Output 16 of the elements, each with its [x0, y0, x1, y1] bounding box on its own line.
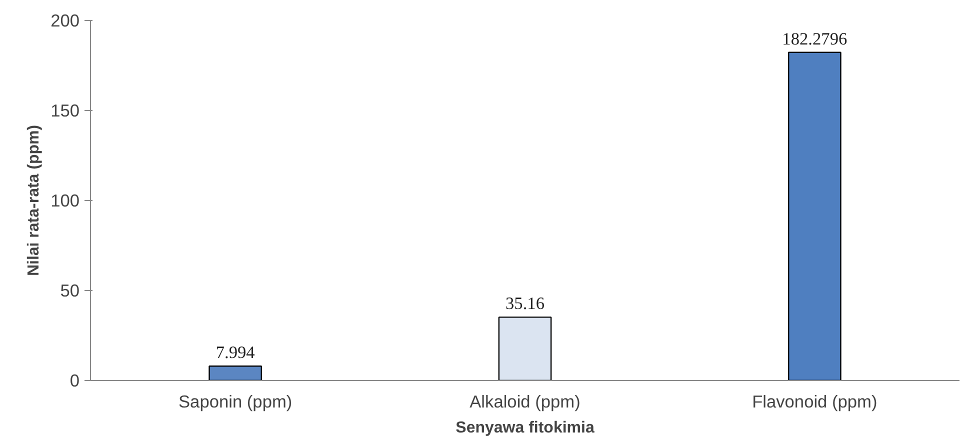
y-tick-label: 0	[70, 370, 80, 390]
x-tick-label: Flavonoid (ppm)	[752, 392, 878, 412]
x-tick-label: Alkaloid (ppm)	[470, 392, 580, 412]
bar	[208, 366, 262, 380]
bar	[788, 52, 842, 380]
data-label: 7.994	[216, 343, 256, 362]
x-axis-title: Senyawa fitokimia	[456, 420, 594, 436]
x-tick-label: Saponin (ppm)	[178, 392, 292, 412]
y-tick-label: 150	[50, 100, 80, 120]
data-label: 35.16	[506, 294, 545, 314]
bar	[498, 316, 552, 380]
y-tick-label: 200	[50, 10, 80, 30]
y-axis-title: Nilai rata-rata (ppm)	[26, 124, 43, 276]
data-label: 182.2796	[782, 29, 848, 48]
y-tick-label: 50	[60, 280, 80, 300]
y-tick-label: 100	[50, 190, 80, 210]
